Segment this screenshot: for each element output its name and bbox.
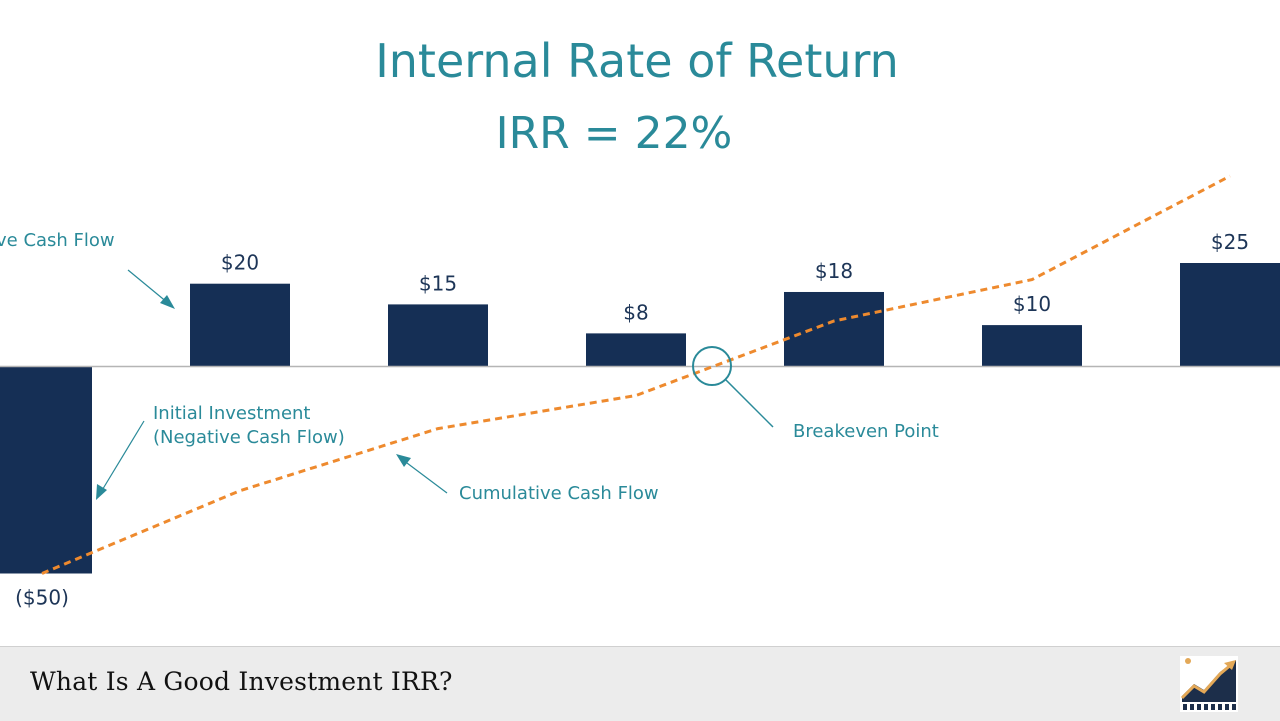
positive-arrowhead bbox=[160, 295, 175, 309]
bar-value-label-4: $8 bbox=[623, 300, 648, 324]
cumulative-line bbox=[41, 174, 1231, 575]
initial-arrowhead bbox=[96, 484, 107, 500]
footer-bar: What Is A Good Investment IRR? bbox=[0, 646, 1280, 721]
bar-3 bbox=[388, 304, 488, 367]
cumulative-cash-flow-label: Cumulative Cash Flow bbox=[459, 483, 659, 504]
bar-6 bbox=[982, 325, 1082, 367]
chart-title: Internal Rate of Return bbox=[375, 34, 899, 88]
bar-value-label-3: $15 bbox=[419, 271, 457, 295]
initial-arrow bbox=[100, 420, 145, 493]
bar-1 bbox=[0, 366, 92, 574]
bar-value-label-1: ($50) bbox=[15, 586, 69, 610]
negative-cash-flow-label: (Negative Cash Flow) bbox=[153, 427, 345, 448]
breakeven-pointer bbox=[725, 379, 774, 428]
cumulative-arrow bbox=[402, 459, 448, 494]
breakeven-point-label: Breakeven Point bbox=[793, 421, 939, 442]
bar-value-label-6: $10 bbox=[1013, 292, 1051, 316]
bar-value-label-5: $18 bbox=[815, 259, 853, 283]
initial-investment-label: Initial Investment bbox=[153, 403, 310, 424]
positive-arrow bbox=[127, 269, 169, 304]
chart-subtitle: IRR = 22% bbox=[495, 108, 733, 159]
bar-5 bbox=[784, 291, 884, 367]
breakeven-circle bbox=[692, 346, 732, 386]
bar-2 bbox=[190, 283, 290, 367]
positive-cash-flow-label: ve Cash Flow bbox=[0, 230, 115, 251]
cumulative-arrowhead bbox=[396, 454, 411, 467]
bar-7 bbox=[1180, 263, 1280, 367]
bar-value-label-2: $20 bbox=[221, 251, 259, 275]
footer-title: What Is A Good Investment IRR? bbox=[30, 667, 453, 696]
bar-4 bbox=[586, 333, 686, 367]
chart-growth-icon bbox=[1180, 656, 1238, 712]
irr-chart: ($50) $20 $15 $8 $18 $10 $25 ve Cash Flow Init… bbox=[0, 174, 1280, 610]
chart-area: Internal Rate of Return IRR = 22% ($50) $… bbox=[0, 34, 1280, 610]
bar-value-label-7: $25 bbox=[1211, 230, 1249, 254]
